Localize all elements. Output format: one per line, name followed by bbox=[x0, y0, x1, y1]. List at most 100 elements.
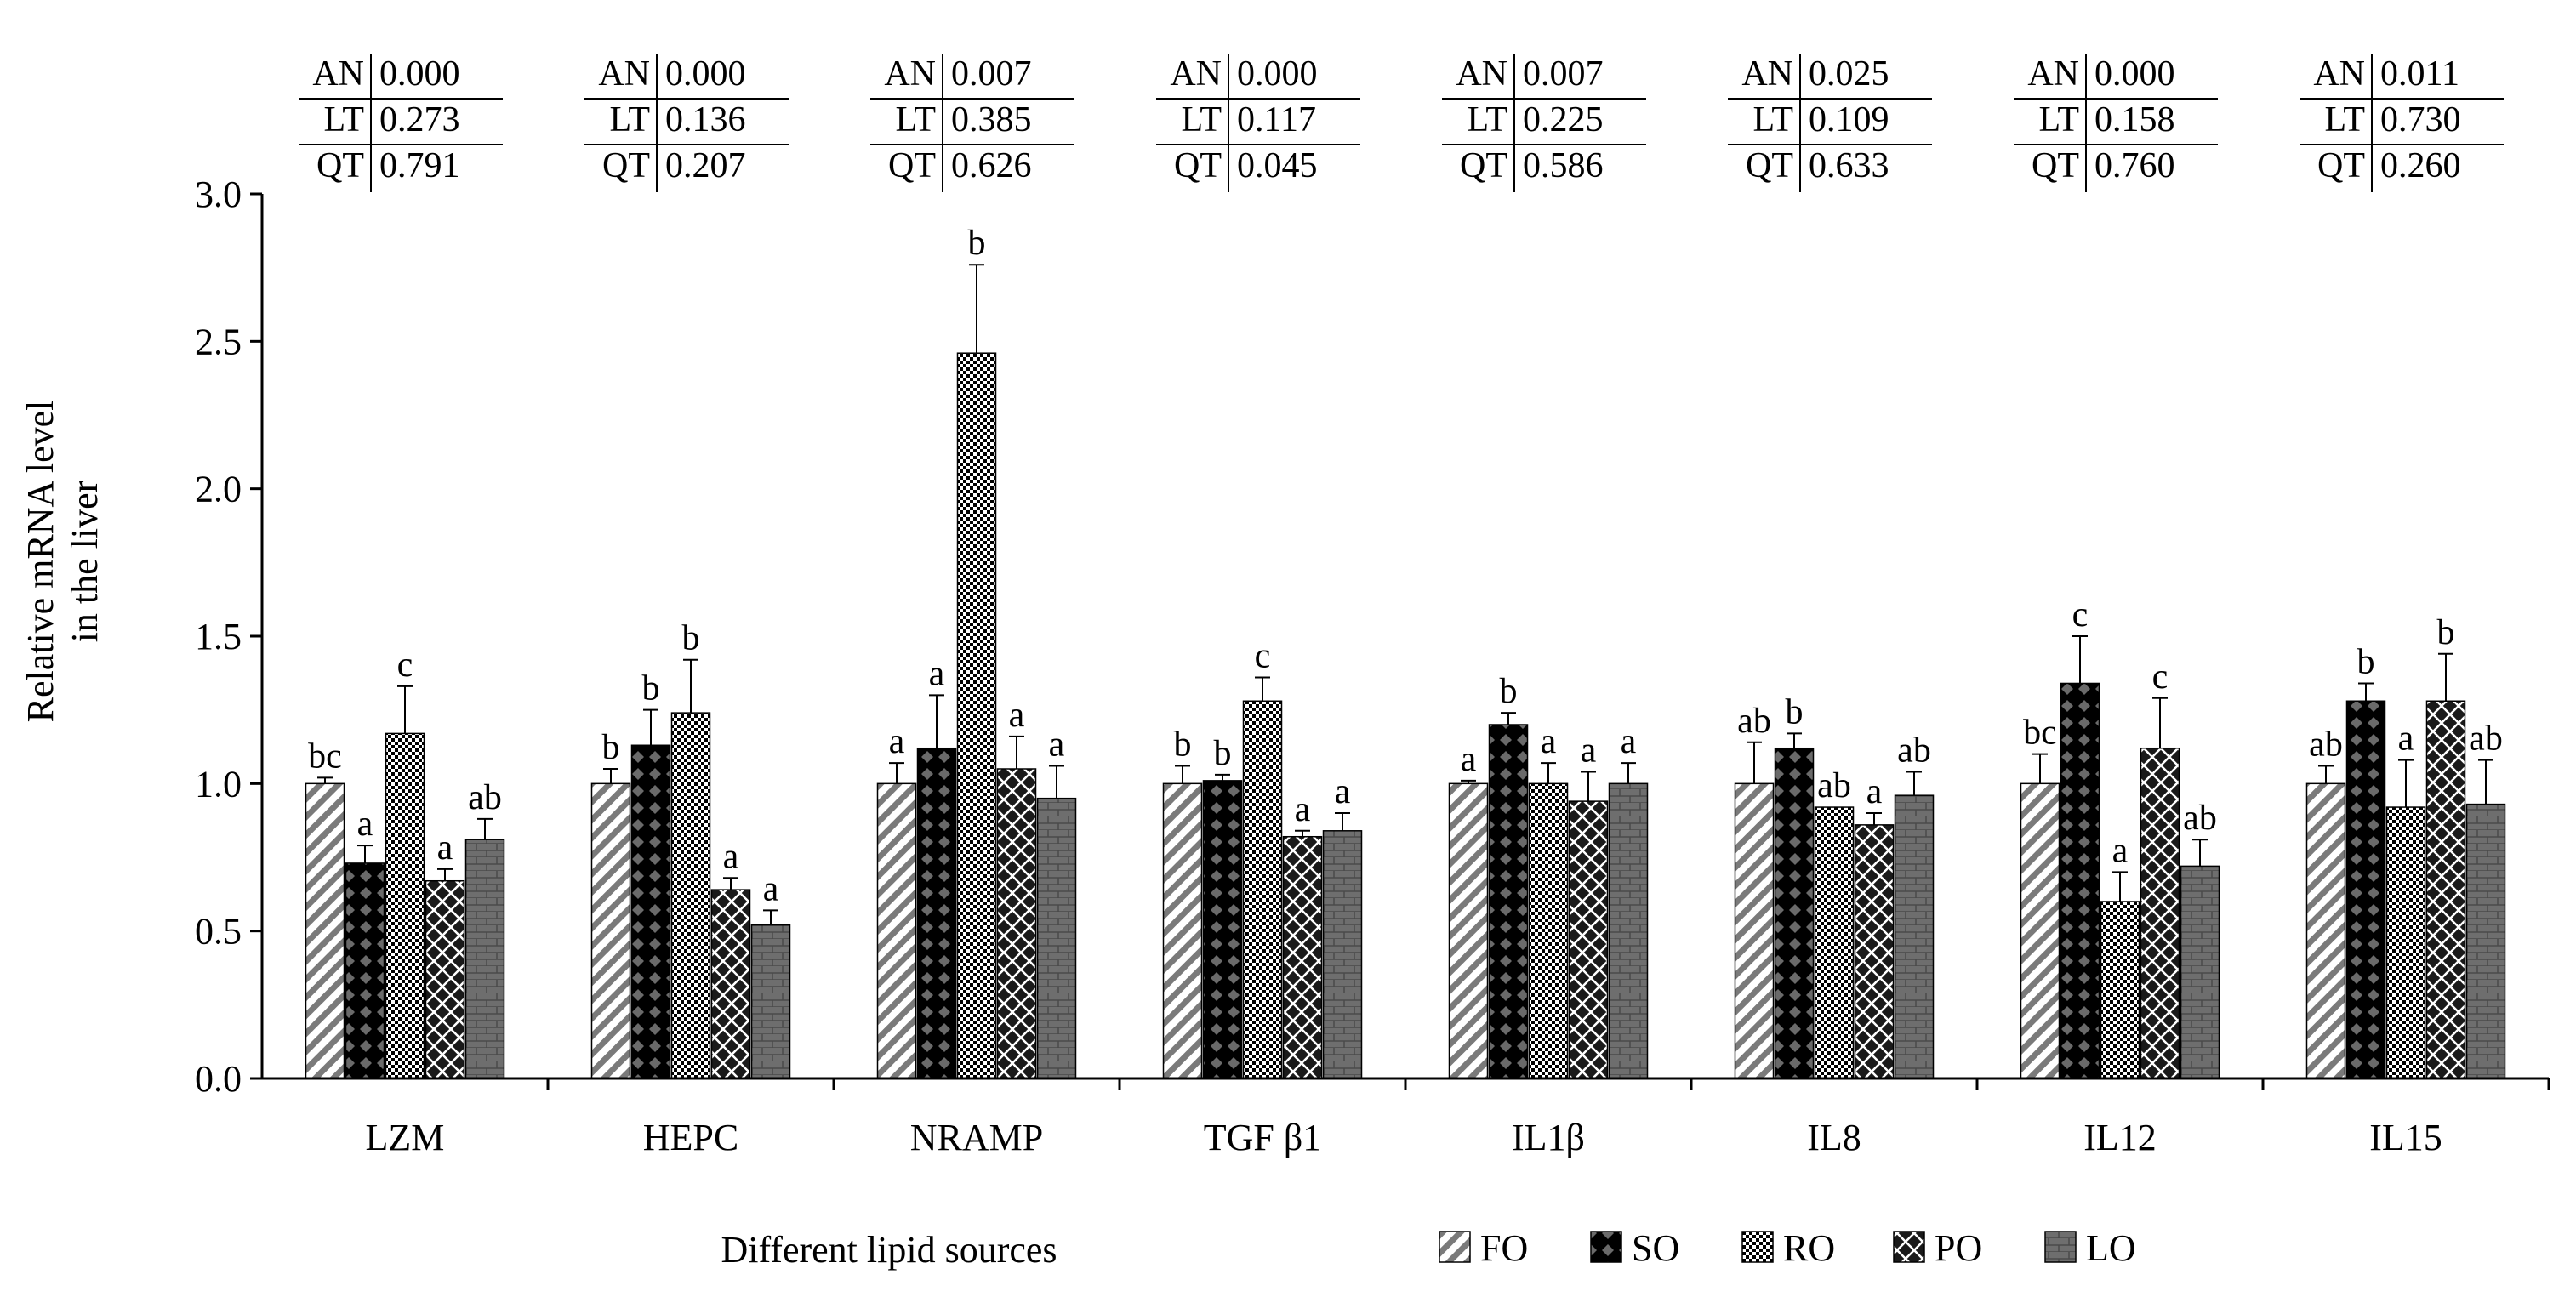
stats-value: 0.158 bbox=[2094, 100, 2175, 139]
significance-letter: b bbox=[602, 728, 620, 767]
x-tick-label: LZM bbox=[366, 1117, 445, 1158]
y-tick-label: 1.5 bbox=[195, 616, 242, 657]
legend-swatch-ro bbox=[1741, 1231, 1774, 1263]
legend-label-so: SO bbox=[1632, 1227, 1679, 1269]
stats-value: 0.025 bbox=[1809, 54, 1889, 94]
x-tick-label: TGF β1 bbox=[1204, 1117, 1322, 1158]
x-tick-label: IL8 bbox=[1807, 1117, 1861, 1158]
bar-so bbox=[1488, 724, 1529, 1079]
bar-po bbox=[1568, 800, 1609, 1079]
bar-ro bbox=[670, 712, 711, 1079]
significance-letter: b bbox=[2357, 642, 2375, 681]
y-tick-label: 0.0 bbox=[195, 1058, 242, 1100]
bar-lo bbox=[1894, 794, 1935, 1079]
significance-letter: ab bbox=[2309, 725, 2343, 765]
bar-fo bbox=[1162, 782, 1203, 1079]
stats-value: 0.385 bbox=[951, 100, 1032, 139]
stats-value: 0.273 bbox=[379, 100, 460, 139]
significance-letter: a bbox=[1009, 696, 1025, 735]
stats-label: LT bbox=[2039, 100, 2079, 139]
legend-label-fo: FO bbox=[1480, 1227, 1528, 1269]
stats-label: QT bbox=[888, 146, 936, 185]
stats-value: 0.000 bbox=[1237, 54, 1318, 94]
stats-value: 0.109 bbox=[1809, 100, 1889, 139]
significance-letter: ab bbox=[2183, 799, 2217, 838]
legend-label-lo: LO bbox=[2086, 1227, 2136, 1269]
significance-letter: b bbox=[2437, 613, 2455, 652]
y-axis-title-line2: in the liver bbox=[64, 480, 105, 642]
bar-so bbox=[345, 862, 385, 1079]
significance-letter: b bbox=[1500, 672, 1518, 711]
stats-value: 0.760 bbox=[2094, 146, 2175, 185]
bar-po bbox=[2425, 700, 2466, 1079]
stats-label: LT bbox=[896, 100, 936, 139]
stats-value: 0.136 bbox=[665, 100, 746, 139]
legend-label-ro: RO bbox=[1783, 1227, 1835, 1269]
x-tick-label: IL1β bbox=[1512, 1117, 1585, 1158]
y-tick-label: 0.5 bbox=[195, 911, 242, 953]
stats-label: AN bbox=[1170, 54, 1222, 94]
significance-letter: a bbox=[889, 722, 905, 761]
legend-swatch-so bbox=[1590, 1231, 1622, 1263]
significance-letter: a bbox=[2112, 831, 2129, 870]
bar-so bbox=[2060, 682, 2100, 1079]
bar-fo bbox=[1448, 782, 1489, 1079]
x-tick-label: NRAMP bbox=[910, 1117, 1044, 1158]
bar-ro bbox=[1814, 806, 1855, 1079]
stats-value: 0.207 bbox=[665, 146, 746, 185]
y-tick-label: 2.0 bbox=[195, 469, 242, 510]
significance-letter: b bbox=[968, 224, 986, 263]
x-axis: LZM HEPC NRAMP TGF β1 IL1β IL8 IL12 IL15 bbox=[262, 1077, 2550, 1158]
y-tick-label: 3.0 bbox=[195, 174, 242, 215]
significance-letter: c bbox=[1255, 637, 1271, 676]
significance-letter: ab bbox=[468, 778, 502, 817]
bar-ro bbox=[956, 352, 997, 1079]
stats-value: 0.626 bbox=[951, 146, 1032, 185]
stats-value: 0.260 bbox=[2380, 146, 2461, 185]
stats-label: AN bbox=[2313, 54, 2365, 94]
legend: FO SO RO PO LO bbox=[1439, 1227, 2136, 1269]
stats-label: QT bbox=[1460, 146, 1507, 185]
significance-letter: bc bbox=[2023, 714, 2057, 753]
stats-label: LT bbox=[1753, 100, 1793, 139]
significance-letter: a bbox=[1621, 722, 1637, 761]
significance-letter: a bbox=[1541, 722, 1557, 761]
legend-swatch-fo bbox=[1439, 1231, 1471, 1263]
stats-label: QT bbox=[316, 146, 364, 185]
stats-label: AN bbox=[1456, 54, 1507, 94]
significance-letter: a bbox=[1295, 790, 1311, 829]
y-axis-title-line1: Relative mRNA level bbox=[20, 401, 61, 723]
bar-lo bbox=[750, 924, 791, 1079]
x-axis-title: Different lipid sources bbox=[721, 1229, 1057, 1271]
significance-letter: ab bbox=[2469, 720, 2503, 759]
bar-po bbox=[710, 889, 751, 1079]
stats-label: LT bbox=[1468, 100, 1507, 139]
significance-letter: b bbox=[1174, 725, 1192, 765]
significance-letter: b bbox=[682, 619, 700, 658]
bar-ro bbox=[1528, 782, 1569, 1079]
bar-ro bbox=[2100, 901, 2140, 1079]
bar-lo bbox=[1036, 797, 1077, 1079]
x-tick-label: IL15 bbox=[2369, 1117, 2442, 1158]
significance-letter: a bbox=[1461, 740, 1477, 779]
y-axis: 0.0 0.5 1.0 1.5 2.0 2.5 3.0 bbox=[195, 174, 264, 1100]
bar-ro bbox=[1242, 700, 1283, 1079]
stats-value: 0.000 bbox=[665, 54, 746, 94]
stats-value: 0.011 bbox=[2380, 54, 2459, 94]
stats-label: AN bbox=[312, 54, 364, 94]
y-tick-label: 2.5 bbox=[195, 321, 242, 362]
significance-letter: b bbox=[1786, 692, 1804, 731]
x-tick-label: HEPC bbox=[643, 1117, 738, 1158]
stats-value: 0.000 bbox=[2094, 54, 2175, 94]
bar-lo bbox=[1608, 782, 1649, 1079]
stats-label: AN bbox=[1741, 54, 1793, 94]
bar-so bbox=[630, 744, 671, 1079]
bar-lo bbox=[2465, 803, 2506, 1079]
stats-value: 0.007 bbox=[951, 54, 1032, 94]
bar-ro bbox=[2385, 806, 2426, 1079]
bar-so bbox=[1774, 747, 1815, 1079]
legend-swatch-po bbox=[1893, 1231, 1925, 1263]
stats-label: QT bbox=[2032, 146, 2079, 185]
significance-letter: bc bbox=[308, 737, 342, 776]
